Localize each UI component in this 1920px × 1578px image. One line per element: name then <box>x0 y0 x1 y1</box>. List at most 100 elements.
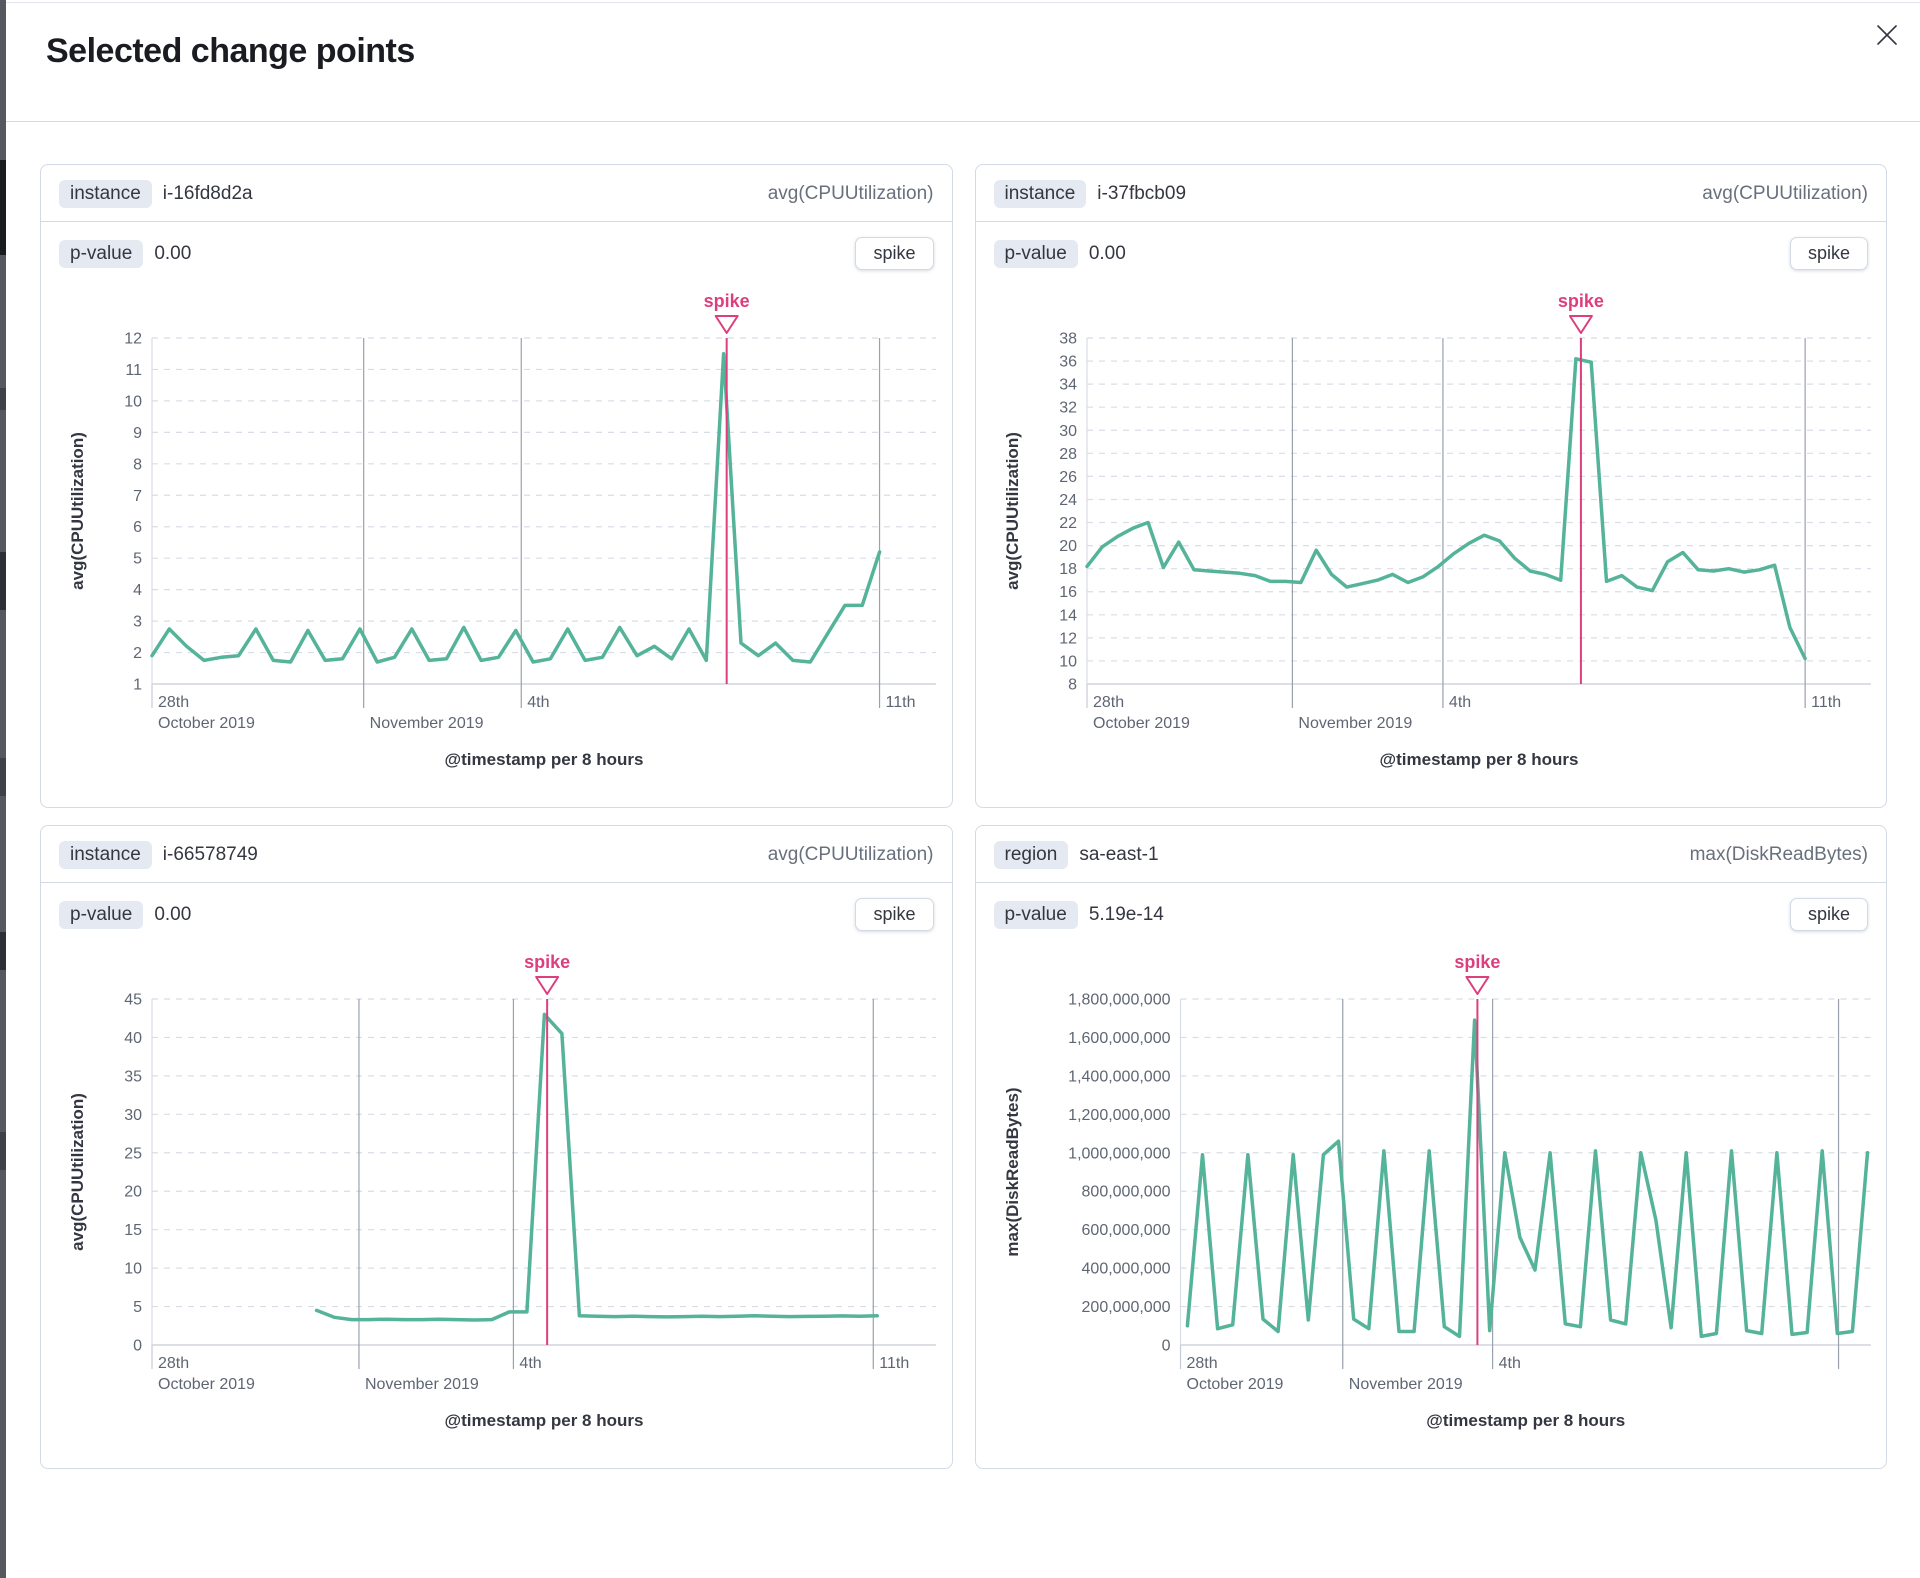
svg-text:4th: 4th <box>527 694 549 711</box>
series-line <box>1185 1018 1869 1339</box>
svg-text:200,000,000: 200,000,000 <box>1081 1299 1170 1316</box>
svg-text:34: 34 <box>1059 377 1077 394</box>
svg-text:16: 16 <box>1059 584 1077 601</box>
change-point-panel: instance i-16fd8d2a avg(CPUUtilization) … <box>40 164 953 808</box>
change-point-chart: 1 2 3 4 5 6 7 8 9 10 11 12 28th October 2019 November … <box>41 276 952 777</box>
svg-text:32: 32 <box>1059 400 1077 417</box>
panel-header: instance i-66578749 avg(CPUUtilization) <box>41 826 952 883</box>
svg-text:25: 25 <box>124 1145 142 1162</box>
change-point-chart: 0 5 10 15 20 25 30 35 40 45 28th October 2019 Novemb… <box>41 937 952 1438</box>
svg-text:30: 30 <box>1059 423 1077 440</box>
series-line <box>1084 357 1807 661</box>
svg-text:1,400,000,000: 1,400,000,000 <box>1068 1068 1170 1085</box>
page-title: Selected change points <box>46 32 415 70</box>
svg-text:36: 36 <box>1059 354 1077 371</box>
change-type-button[interactable]: spike <box>1789 898 1868 931</box>
svg-text:22: 22 <box>1059 515 1077 532</box>
svg-text:28th: 28th <box>158 694 189 711</box>
svg-text:10: 10 <box>124 393 142 410</box>
split-field-value: i-16fd8d2a <box>162 183 253 204</box>
chart-canvas: 0 5 10 15 20 25 30 35 40 45 28th October 2019 Novemb… <box>68 952 936 1430</box>
svg-text:3: 3 <box>133 614 142 631</box>
close-icon[interactable] <box>1872 20 1900 48</box>
svg-text:1,800,000,000: 1,800,000,000 <box>1068 992 1170 1009</box>
split-field-badge: instance <box>59 841 152 869</box>
page-edge-fragment <box>0 388 6 410</box>
pvalue-badge: p-value <box>59 239 144 268</box>
metric-label: avg(CPUUtilization) <box>767 183 934 204</box>
spike-marker-icon <box>1464 976 1489 995</box>
pvalue-badge: p-value <box>59 900 144 929</box>
svg-text:11th: 11th <box>1811 694 1841 711</box>
svg-text:8: 8 <box>1068 677 1077 694</box>
page-edge-fragment <box>0 160 6 255</box>
svg-text:12: 12 <box>124 331 142 348</box>
svg-text:10: 10 <box>1059 653 1077 670</box>
svg-text:0: 0 <box>133 1338 142 1355</box>
panel-subheader: p-value 0.00 spike <box>976 222 1887 270</box>
series-line <box>150 351 882 664</box>
page-edge-fragment <box>0 552 6 610</box>
svg-text:October 2019: October 2019 <box>1093 715 1190 732</box>
y-axis-title: avg(CPUUtilization) <box>68 432 87 590</box>
panel-header: instance i-37fbcb09 avg(CPUUtilization) <box>975 165 1886 222</box>
svg-text:38: 38 <box>1059 331 1077 348</box>
spike-marker-icon <box>535 976 560 995</box>
svg-text:35: 35 <box>124 1068 142 1085</box>
svg-text:28th: 28th <box>1186 1355 1217 1372</box>
svg-text:November 2019: November 2019 <box>370 715 484 732</box>
svg-text:November 2019: November 2019 <box>1348 1376 1462 1393</box>
svg-text:15: 15 <box>124 1222 142 1239</box>
change-point-chart: 8 10 12 14 16 18 20 22 24 26 28 30 32 34 36 38 28th Octob… <box>976 276 1887 777</box>
split-field-value: i-66578749 <box>162 844 258 865</box>
panel-subheader: p-value 0.00 spike <box>41 222 952 270</box>
change-points-grid: instance i-16fd8d2a avg(CPUUtilization) … <box>6 122 1920 1469</box>
svg-text:11th: 11th <box>886 694 916 711</box>
svg-text:1,600,000,000: 1,600,000,000 <box>1068 1030 1170 1047</box>
svg-text:28: 28 <box>1059 446 1077 463</box>
change-type-button[interactable]: spike <box>855 898 934 931</box>
page-edge-fragment <box>0 758 6 796</box>
svg-text:November 2019: November 2019 <box>365 1376 479 1393</box>
svg-text:10: 10 <box>124 1261 142 1278</box>
pvalue-value: 5.19e-14 <box>1088 903 1164 925</box>
panel-subheader: p-value 0.00 spike <box>41 883 952 931</box>
svg-text:400,000,000: 400,000,000 <box>1081 1261 1170 1278</box>
split-field-badge: instance <box>993 180 1087 208</box>
selected-change-points-flyout: Selected change points instance i-16fd8d… <box>6 0 1920 1578</box>
svg-text:600,000,000: 600,000,000 <box>1081 1222 1170 1239</box>
flyout-header: Selected change points <box>6 0 1920 122</box>
svg-text:11: 11 <box>125 362 142 379</box>
svg-text:30: 30 <box>124 1107 142 1124</box>
svg-text:11th: 11th <box>879 1355 909 1372</box>
spike-marker-icon <box>714 315 739 334</box>
svg-text:4: 4 <box>133 582 142 599</box>
pvalue-value: 0.00 <box>154 903 192 925</box>
split-field-badge: instance <box>59 180 152 208</box>
change-type-button[interactable]: spike <box>1789 237 1868 270</box>
x-axis-title: @timestamp per 8 hours <box>445 1411 644 1430</box>
pvalue-value: 0.00 <box>154 242 192 264</box>
svg-text:0: 0 <box>1161 1338 1170 1355</box>
svg-text:November 2019: November 2019 <box>1298 715 1412 732</box>
svg-text:October 2019: October 2019 <box>158 715 255 732</box>
change-point-chart: 0 200,000,000 400,000,000 600,000,000 800,00… <box>976 937 1887 1438</box>
change-type-button[interactable]: spike <box>855 237 934 270</box>
page-edge-fragment <box>0 1132 6 1170</box>
svg-text:800,000,000: 800,000,000 <box>1081 1184 1170 1201</box>
split-field-value: sa-east-1 <box>1079 844 1159 865</box>
spike-annotation-label: spike <box>524 952 570 972</box>
svg-text:5: 5 <box>133 1299 142 1316</box>
split-field-badge: region <box>993 841 1069 869</box>
flyout-top-border <box>6 2 1920 3</box>
spike-annotation-label: spike <box>1557 291 1603 311</box>
change-point-panel: instance i-66578749 avg(CPUUtilization) … <box>40 825 953 1469</box>
page-edge-fragment <box>0 932 6 970</box>
svg-text:28th: 28th <box>158 1355 189 1372</box>
change-point-panel: instance i-37fbcb09 avg(CPUUtilization) … <box>974 164 1887 808</box>
metric-label: avg(CPUUtilization) <box>1702 183 1868 204</box>
panel-header: region sa-east-1 max(DiskReadBytes) <box>975 826 1886 883</box>
metric-label: avg(CPUUtilization) <box>767 844 934 865</box>
chart-canvas: 8 10 12 14 16 18 20 22 24 26 28 30 32 34 36 38 28th Octob… <box>1003 291 1871 769</box>
pvalue-value: 0.00 <box>1088 242 1126 264</box>
